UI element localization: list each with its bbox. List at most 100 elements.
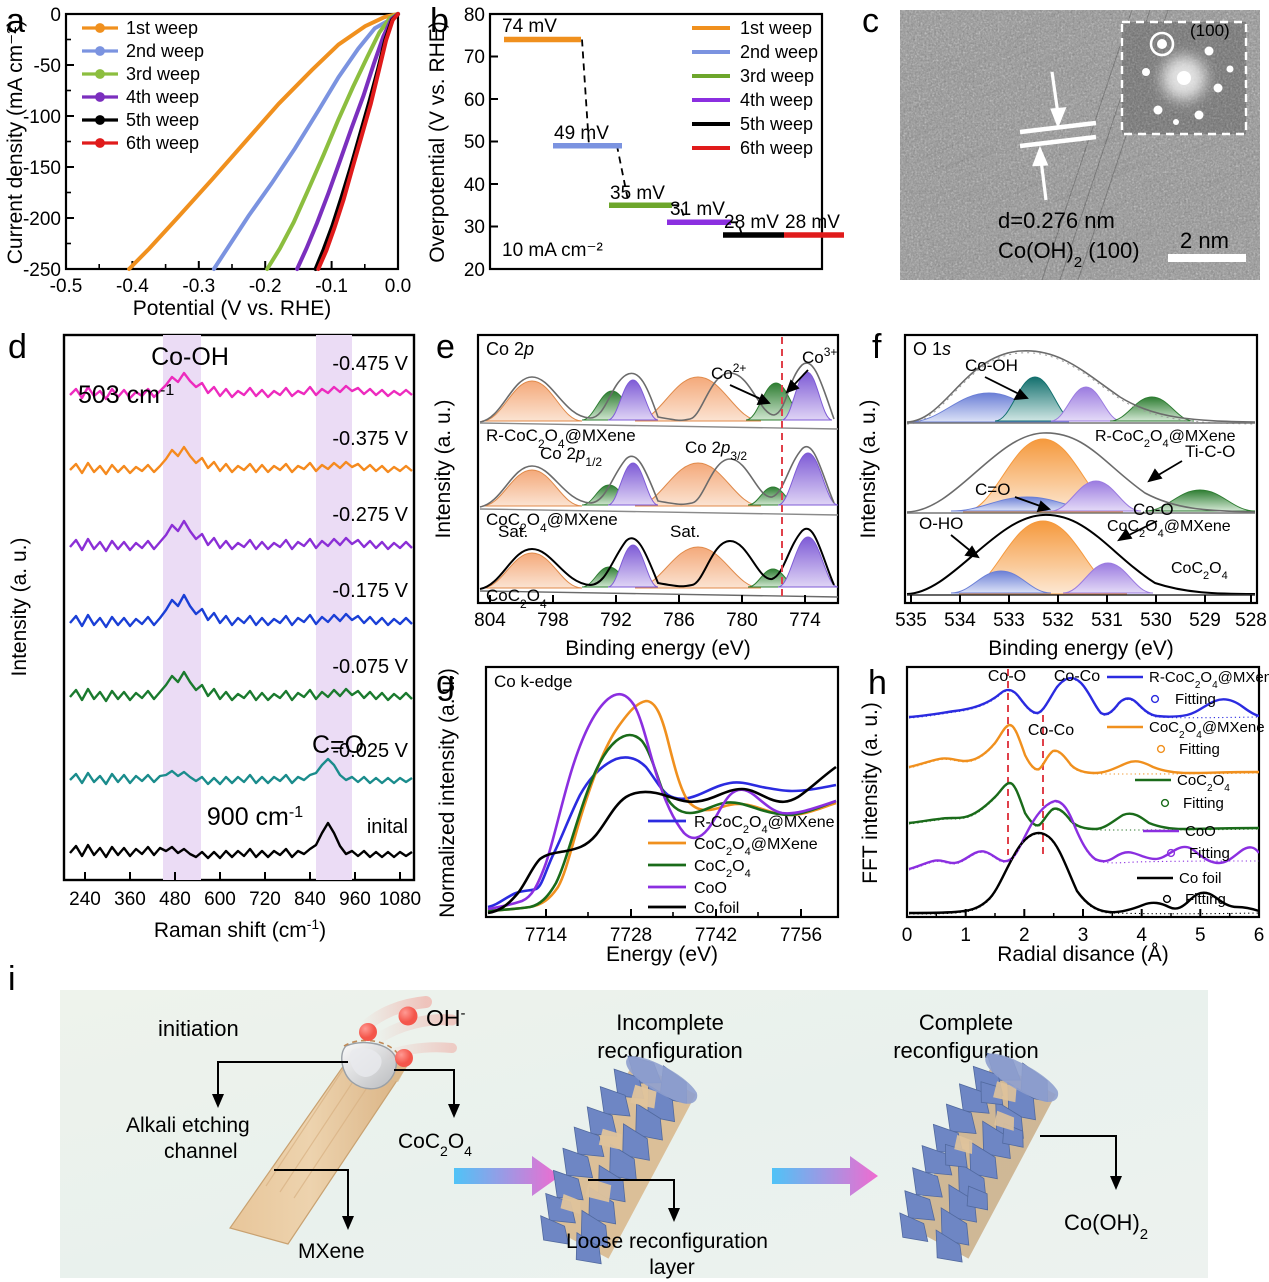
legend-fitting-4: Fitting — [1185, 891, 1226, 908]
legend-label-g-0: R-CoC2O4@MXene — [694, 814, 835, 836]
legend-item-a-2: 3rd weep — [82, 64, 200, 84]
curve-3rd-weep — [265, 12, 400, 271]
panel-g-chart: Co k-edge R-CoC2O4@MXene CoC2O4@MXene Co… — [430, 655, 850, 966]
tick-a-y-5: -250 — [23, 260, 61, 281]
xanes-CoO — [487, 692, 837, 911]
tick-d-x-1: 360 — [114, 889, 146, 910]
panel-label-d: d — [8, 328, 27, 366]
panel-e-arrows — [729, 369, 809, 406]
legend-label-b-3: 4th weep — [740, 90, 813, 110]
tick-g-x-0: 7714 — [525, 925, 568, 946]
spectrum--0.075V — [69, 670, 413, 703]
label-co-oh-f: Co-OH — [965, 356, 1018, 375]
tick-h-x-5: 5 — [1195, 925, 1206, 946]
legend-label-h-0: R-CoC2O4@MXene — [1149, 669, 1269, 691]
d-spacing-label: d=0.276 nm — [998, 208, 1115, 233]
exafs-CoC2O4 — [908, 781, 1259, 831]
legend-label-b-5: 6th weep — [740, 138, 813, 158]
annotation-c-o: C=O — [312, 731, 364, 759]
label-h-co-co-1: Co-Co — [1054, 668, 1100, 685]
panel-f-xlabel: Binding energy (eV) — [988, 637, 1174, 660]
legend-fitting-1: Fitting — [1179, 741, 1220, 758]
panel-f-x-axis: 535 534 533 532 531 530 529 528 — [895, 595, 1267, 631]
curve-6th-weep — [316, 12, 400, 271]
spectrum-row-CoC2O4 — [479, 527, 838, 598]
callout-coc2o4 — [394, 1069, 460, 1118]
value-label-b-4: 28 mV — [724, 212, 779, 233]
legend-label-h-2: CoC2O4 — [1177, 772, 1230, 794]
spectrum--0.275V — [69, 519, 413, 553]
label-complete-line2: reconfiguration — [893, 1038, 1039, 1063]
tick-b-y-0: 20 — [464, 260, 485, 281]
scalebar-label: 2 nm — [1180, 228, 1229, 253]
legend-item-b-4: 5th weep — [692, 114, 813, 134]
label-alkali-etching-line1: Alkali etching — [126, 1114, 250, 1137]
legend-label-b-4: 5th weep — [740, 114, 813, 134]
panel-label-g: g — [436, 664, 455, 702]
legend-label-g-1: CoC2O4@MXene — [694, 836, 818, 858]
panel-h-legend: R-CoC2O4@MXene Fitting CoC2O4@MXene Fitt… — [1107, 669, 1269, 908]
panel-b-legend: 1st weep 2nd weep 3rd weep 4th weep 5th … — [692, 18, 818, 158]
tick-d-x-4: 720 — [249, 889, 281, 910]
oh-ion-dot-2 — [398, 1006, 418, 1026]
curve-1st-weep — [127, 12, 400, 271]
tick-b-y-2: 40 — [464, 175, 485, 196]
panel-label-h: h — [868, 664, 887, 702]
spectrum--0.375V — [69, 445, 413, 476]
exafs-Co-foil — [908, 831, 1259, 915]
label-initiation: initiation — [158, 1016, 239, 1041]
panel-e-xlabel: Binding energy (eV) — [565, 637, 751, 660]
tick-e-x-5: 774 — [789, 610, 821, 631]
legend-item-b-1: 2nd weep — [692, 42, 818, 62]
scale-bar: 2 nm — [1168, 228, 1246, 262]
panel-label-a: a — [6, 2, 25, 40]
label-incomplete-line1: Incomplete — [616, 1010, 724, 1035]
legend-item-b-2: 3rd weep — [692, 66, 814, 86]
legend-label-h-4: Co foil — [1179, 870, 1222, 887]
spectrum-f-row1 — [906, 350, 1256, 425]
label-sat-2: Sat. — [670, 522, 700, 541]
legend-label-h-1: CoC2O4@MXene — [1149, 719, 1265, 741]
fitting-marker-icon-3 — [1166, 848, 1176, 858]
tick-f-x-1: 534 — [944, 610, 976, 631]
tick-d-x-5: 840 — [294, 889, 326, 910]
xanes-Co-foil — [487, 765, 837, 915]
legend-item-g-0: R-CoC2O4@MXene — [648, 814, 835, 836]
spectrum--0.025V — [69, 757, 413, 786]
label-co-o-f: Co-O — [1133, 500, 1174, 519]
tick-f-x-5: 530 — [1140, 610, 1172, 631]
panel-f-arrows — [950, 376, 1183, 559]
label-e-row3: CoC2O4 — [486, 586, 547, 611]
tick-b-y-1: 30 — [464, 217, 485, 238]
tick-h-x-3: 3 — [1078, 925, 1089, 946]
nanorod-incomplete — [540, 1055, 698, 1265]
legend-label-a-5: 6th weep — [126, 133, 199, 153]
fitting-marker-icon-1 — [1156, 744, 1166, 754]
spectrum-inital — [69, 821, 413, 860]
panel-a-legend: 1st weep 2nd weep 3rd weep 4th weep 5th — [82, 18, 204, 153]
tick-f-x-6: 529 — [1189, 610, 1221, 631]
legend-item-h-3: CoO Fitting — [1143, 823, 1230, 862]
panel-c-hrtem: d=0.276 nm Co(OH)2 (100) 2 nm (100) — [900, 10, 1260, 280]
legend-item-h-0: R-CoC2O4@MXene Fitting — [1107, 669, 1269, 708]
oh-ion-dot-1 — [359, 1023, 377, 1041]
panel-g-plot-area: Co k-edge R-CoC2O4@MXene CoC2O4@MXene Co… — [436, 665, 840, 966]
tick-a-y-0: 0 — [50, 5, 61, 26]
panel-h-chart: Co-O Co-Co Co-Co R-CoC2O4@MXene Fitting … — [855, 655, 1269, 966]
tick-e-x-1: 798 — [537, 610, 569, 631]
value-label-b-2: 35 mV — [610, 183, 665, 204]
label-potential-3: -0.175 V — [332, 580, 408, 602]
label-f-row1: R-CoC2O4@MXene — [1095, 428, 1236, 450]
panel-f-title: O 1s — [913, 339, 951, 359]
tick-e-x-4: 780 — [726, 610, 758, 631]
panel-a-ylabel: Current density (mA cm⁻²) — [4, 20, 27, 264]
fitting-marker-icon-0 — [1150, 694, 1160, 704]
value-label-b-5: 28 mV — [785, 212, 840, 233]
panel-label-f: f — [872, 328, 882, 366]
tick-a-x-2: -0.3 — [182, 276, 215, 297]
panel-d-x-axis: 240 360 480 600 720 840 960 1080 — [69, 872, 421, 910]
tick-b-y-4: 60 — [464, 90, 485, 111]
tick-a-x-1: -0.4 — [116, 276, 149, 297]
panel-g-ylabel: Normalized intensity (a. u.) — [436, 668, 459, 918]
tick-d-x-6: 960 — [339, 889, 371, 910]
